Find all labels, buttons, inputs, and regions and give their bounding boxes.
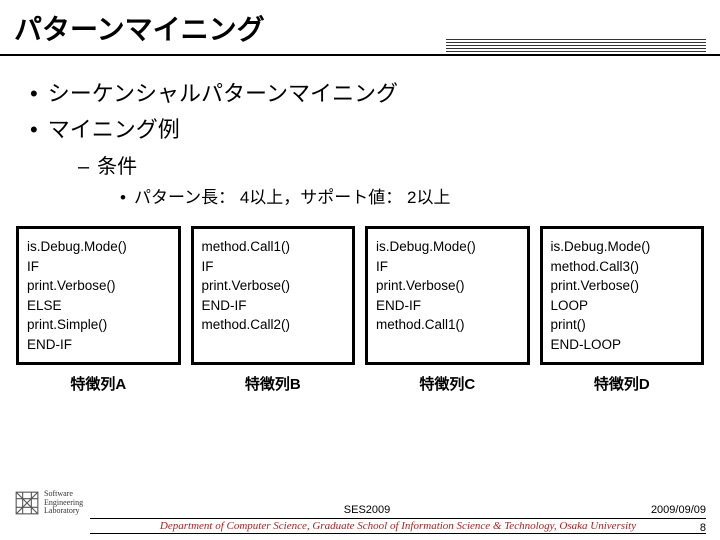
bullet-dot-icon: • (30, 81, 38, 107)
page-number: 8 (700, 522, 706, 534)
bullet-text: マイニング例 (48, 112, 180, 144)
footer-top-row: Software Engineering Laboratory SES2009 … (14, 490, 706, 516)
date-text: 2009/09/09 (651, 504, 706, 516)
content-area: • シーケンシャルパターンマイニング • マイニング例 – 条件 • パターン長… (0, 56, 720, 208)
logo-mark-icon (14, 490, 40, 516)
bullet-text: パターン長： 4以上，サポート値： 2以上 (134, 183, 451, 208)
pattern-label: 特徴列C (365, 373, 530, 394)
bullet-level1: • マイニング例 (30, 112, 700, 144)
logo-text: Software Engineering Laboratory (44, 490, 83, 515)
pattern-box: is.Debug.Mode() IF print.Verbose() END-I… (365, 226, 530, 365)
lab-logo: Software Engineering Laboratory (14, 490, 83, 516)
pattern-box: is.Debug.Mode() method.Call3() print.Ver… (540, 226, 705, 365)
bullet-dash-icon: – (78, 156, 89, 179)
conference-name: SES2009 (83, 504, 651, 516)
pattern-box: method.Call1() IF print.Verbose() END-IF… (191, 226, 356, 365)
bullet-text: シーケンシャルパターンマイニング (48, 76, 398, 108)
footer: Software Engineering Laboratory SES2009 … (0, 490, 720, 534)
bullet-dot-icon: • (120, 188, 126, 208)
bullet-level1: • シーケンシャルパターンマイニング (30, 76, 700, 108)
pattern-label: 特徴列B (191, 373, 356, 394)
bullet-dot-icon: • (30, 117, 38, 143)
title-decoration-lines (446, 39, 706, 54)
pattern-labels-row: 特徴列A 特徴列B 特徴列C 特徴列D (0, 369, 720, 394)
bullet-level2: – 条件 (78, 150, 700, 179)
pattern-box: is.Debug.Mode() IF print.Verbose() ELSE … (16, 226, 181, 365)
title-bar: パターンマイニング (0, 0, 720, 56)
pattern-label: 特徴列A (16, 373, 181, 394)
bullet-text: 条件 (97, 150, 137, 179)
department-line: Department of Computer Science, Graduate… (90, 518, 706, 534)
pattern-label: 特徴列D (540, 373, 705, 394)
bullet-level3: • パターン長： 4以上，サポート値： 2以上 (120, 183, 700, 208)
pattern-boxes-row: is.Debug.Mode() IF print.Verbose() ELSE … (0, 218, 720, 369)
